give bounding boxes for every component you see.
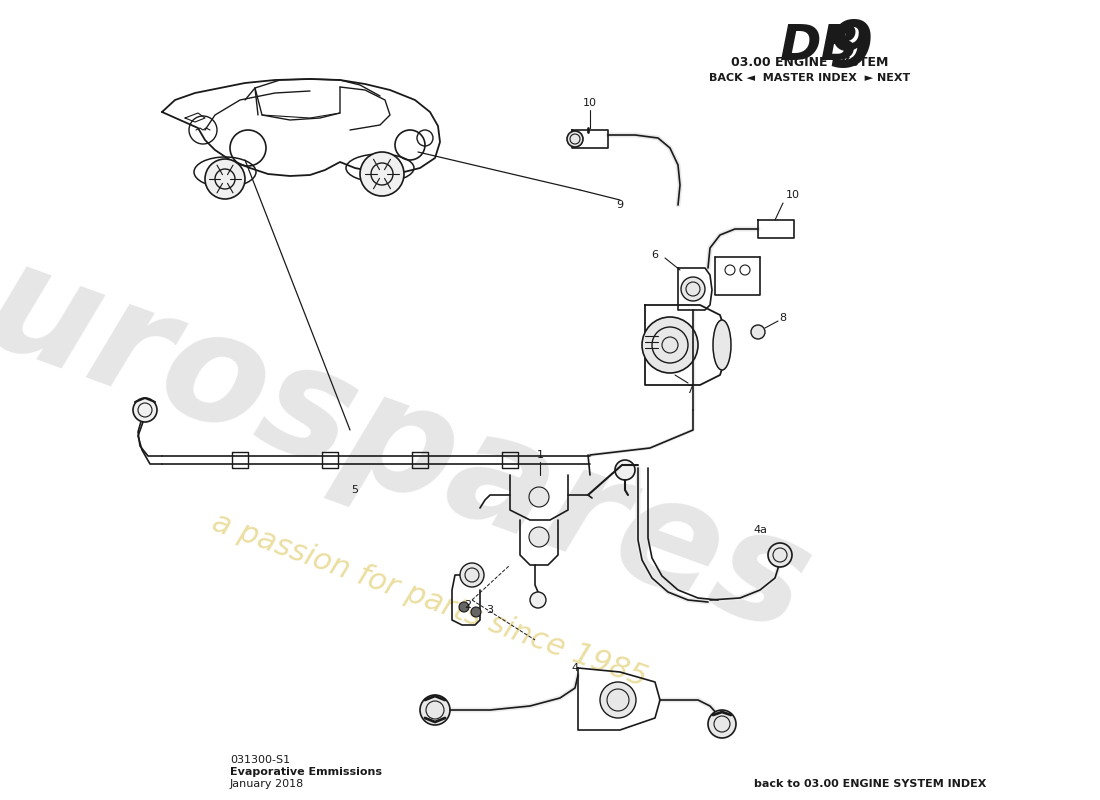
Text: 1: 1 [537, 450, 543, 460]
Text: 10: 10 [786, 190, 800, 200]
Text: BACK ◄  MASTER INDEX  ► NEXT: BACK ◄ MASTER INDEX ► NEXT [710, 73, 911, 83]
Text: Evaporative Emmissions: Evaporative Emmissions [230, 767, 382, 777]
Text: 2: 2 [464, 600, 472, 610]
Circle shape [471, 607, 481, 617]
Circle shape [205, 159, 245, 199]
Circle shape [751, 325, 764, 339]
Text: 10: 10 [583, 98, 597, 108]
Circle shape [642, 317, 698, 373]
Circle shape [615, 460, 635, 480]
Text: 4: 4 [571, 663, 579, 673]
Circle shape [529, 527, 549, 547]
Circle shape [420, 695, 450, 725]
Circle shape [768, 543, 792, 567]
Circle shape [529, 487, 549, 507]
Text: 031300-S1: 031300-S1 [230, 755, 290, 765]
Circle shape [708, 710, 736, 738]
Ellipse shape [713, 320, 732, 370]
Circle shape [530, 592, 546, 608]
Text: 9: 9 [828, 18, 872, 80]
Text: 5: 5 [352, 485, 359, 495]
Text: a passion for parts since 1985: a passion for parts since 1985 [208, 507, 651, 693]
Circle shape [133, 398, 157, 422]
Circle shape [566, 131, 583, 147]
Circle shape [600, 682, 636, 718]
Text: eurospares: eurospares [0, 194, 829, 666]
Circle shape [460, 563, 484, 587]
Circle shape [459, 602, 469, 612]
Text: 03.00 ENGINE SYSTEM: 03.00 ENGINE SYSTEM [732, 55, 889, 69]
Text: January 2018: January 2018 [230, 779, 305, 789]
Text: 8: 8 [780, 313, 786, 323]
Text: 9: 9 [616, 200, 624, 210]
Text: back to 03.00 ENGINE SYSTEM INDEX: back to 03.00 ENGINE SYSTEM INDEX [754, 779, 987, 789]
Text: 7: 7 [686, 385, 694, 395]
Text: 6: 6 [651, 250, 659, 260]
Circle shape [360, 152, 404, 196]
Text: 3: 3 [486, 605, 494, 615]
Text: DB: DB [780, 22, 859, 70]
Text: 4a: 4a [754, 525, 767, 535]
Circle shape [681, 277, 705, 301]
